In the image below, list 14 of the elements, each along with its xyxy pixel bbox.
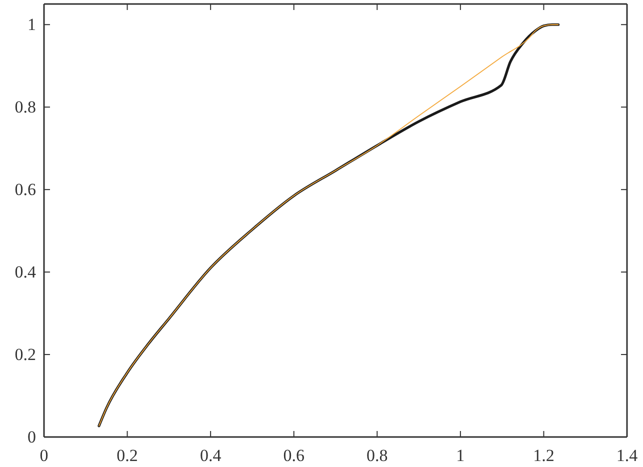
x-tick-label: 1.4 — [616, 446, 638, 466]
y-tick-label: 1 — [28, 15, 36, 34]
y-tick-label: 0.2 — [14, 344, 36, 364]
x-tick-label: 0.6 — [283, 446, 304, 466]
x-tick-label: 0.2 — [116, 446, 138, 466]
x-tick-label: 1 — [456, 446, 465, 466]
x-tick-label: 0 — [40, 446, 48, 466]
y-tick-label: 0 — [28, 427, 36, 446]
y-tick-label: 0.4 — [14, 262, 36, 282]
x-tick-label: 0.8 — [366, 446, 388, 466]
y-tick-label: 0.8 — [14, 98, 36, 117]
x-tick-label: 1.2 — [533, 446, 554, 466]
y-tick-label: 0.6 — [14, 180, 36, 200]
x-tick-label: 0.4 — [200, 446, 222, 466]
